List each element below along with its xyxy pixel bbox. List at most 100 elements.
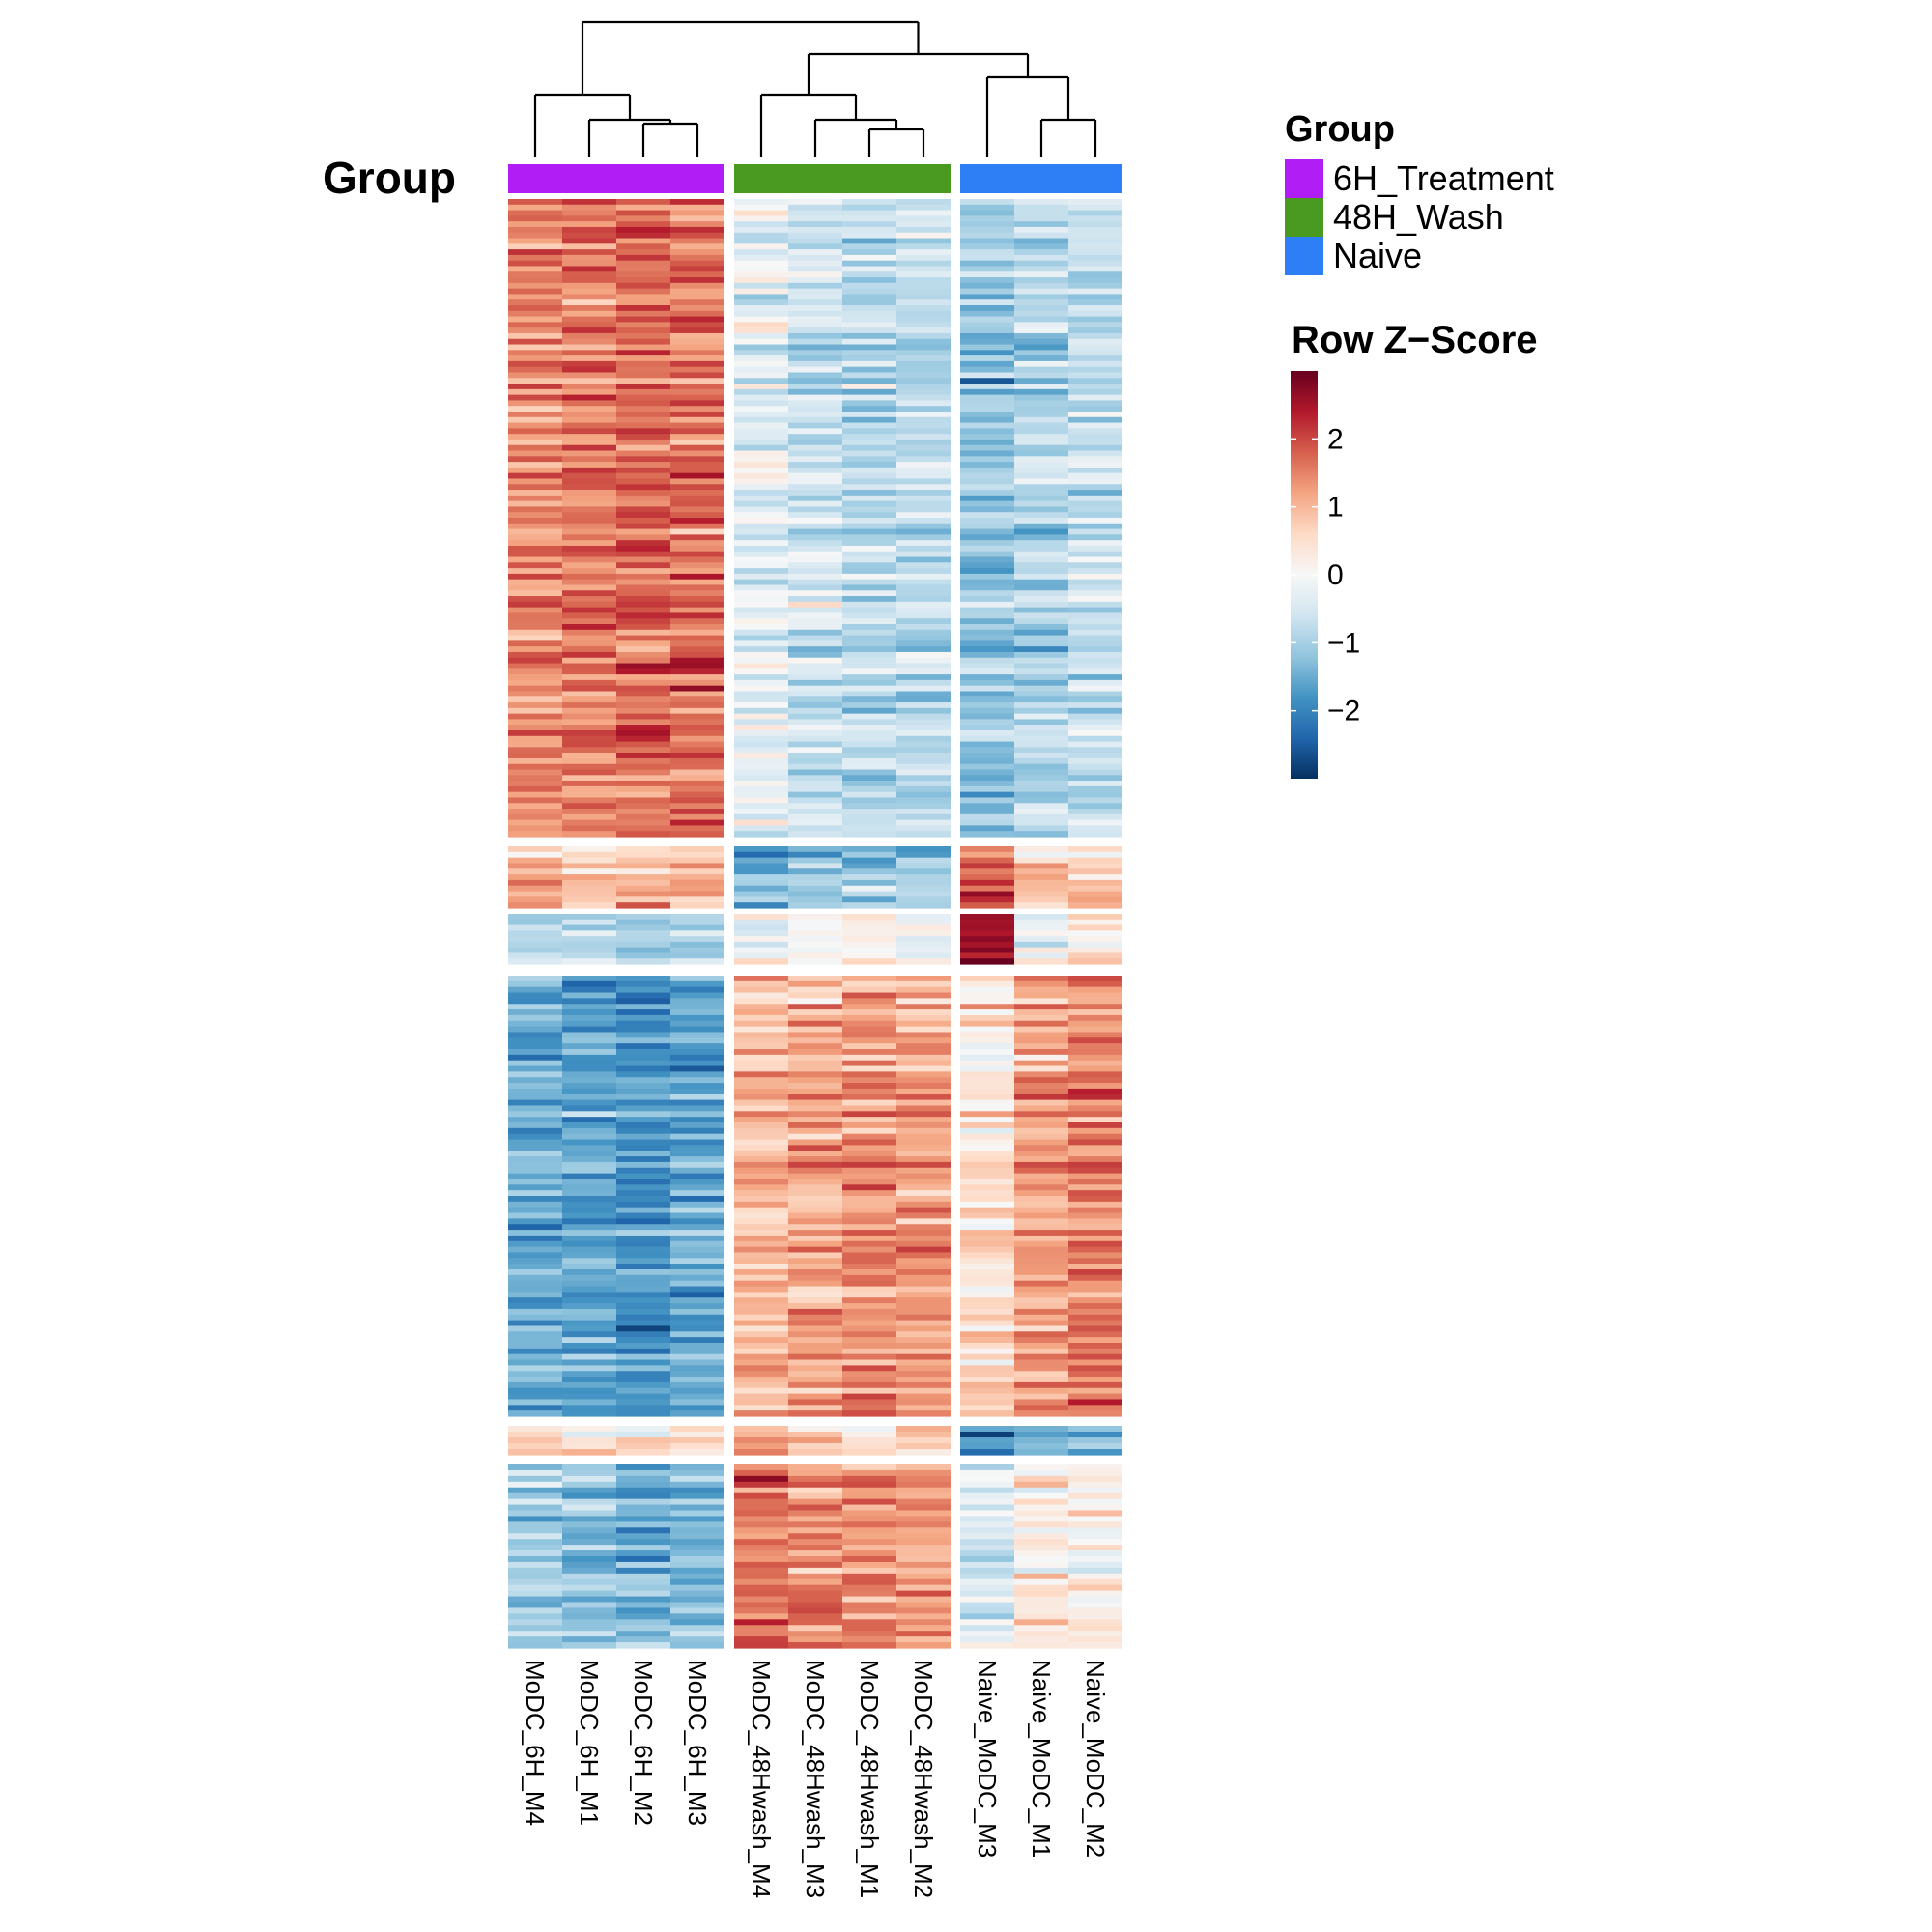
heatmap-cell <box>788 1619 842 1626</box>
heatmap-cell <box>842 344 896 351</box>
heatmap-cell <box>960 1218 1014 1225</box>
heatmap-cell <box>616 791 670 799</box>
heatmap-cell <box>562 757 616 765</box>
heatmap-cell <box>788 601 842 609</box>
heatmap-cell <box>788 1151 842 1157</box>
heatmap-cell <box>616 500 670 508</box>
heatmap-cell <box>734 813 788 821</box>
heatmap-cell <box>508 1280 562 1288</box>
heatmap-cell <box>788 1145 842 1151</box>
heatmap-cell <box>734 863 788 869</box>
heatmap-cell <box>508 1218 562 1225</box>
heatmap-cell <box>842 1020 896 1028</box>
heatmap-cell <box>788 803 842 810</box>
color-scale: Row Z−Score 210−1−2 <box>1291 319 1538 779</box>
heatmap-cell <box>896 238 951 244</box>
heatmap-cell <box>1014 663 1068 669</box>
heatmap-cell <box>734 1161 788 1169</box>
heatmap-cell <box>616 679 670 687</box>
heatmap-cell <box>960 199 1014 206</box>
heatmap-cell <box>562 534 616 541</box>
heatmap-cell <box>562 1049 616 1056</box>
heatmap-cell <box>842 1133 896 1141</box>
heatmap-cell <box>1068 1545 1122 1551</box>
heatmap-cell <box>616 941 670 949</box>
heatmap-cell <box>616 1337 670 1344</box>
heatmap-cell <box>562 422 616 429</box>
heatmap-cell <box>1068 1550 1122 1557</box>
heatmap-cell <box>960 1224 1014 1231</box>
heatmap-cell <box>1014 439 1068 446</box>
heatmap-cell <box>508 1561 562 1569</box>
column-dendrogram <box>533 20 1097 157</box>
heatmap-cell <box>960 1094 1014 1101</box>
heatmap-cell <box>562 1365 616 1372</box>
heatmap-cell <box>508 573 562 581</box>
heatmap-cell <box>896 288 951 296</box>
heatmap-cell <box>788 596 842 603</box>
heatmap-cell <box>1068 1088 1122 1095</box>
heatmap-cell <box>1068 266 1122 272</box>
heatmap-cell <box>1014 1280 1068 1288</box>
heatmap-cell <box>508 332 562 340</box>
heatmap-cell <box>896 1240 951 1248</box>
heatmap-cell <box>960 221 1014 228</box>
heatmap-cell <box>1014 685 1068 693</box>
heatmap-cell <box>842 846 896 853</box>
heatmap-cell <box>616 1230 670 1236</box>
heatmap-cell <box>508 1264 562 1270</box>
heatmap-cell <box>896 702 951 709</box>
heatmap-cell <box>616 651 670 659</box>
heatmap-cell <box>1014 1464 1068 1471</box>
heatmap-cell <box>842 1343 896 1350</box>
heatmap-cell <box>1068 685 1122 693</box>
column-label: MoDC_6H_M1 <box>575 1660 604 1826</box>
heatmap-cell <box>960 1365 1014 1372</box>
heatmap-cell <box>960 360 1014 368</box>
heatmap-cell <box>616 803 670 810</box>
heatmap-cell <box>562 1246 616 1254</box>
heatmap-cell <box>670 506 724 513</box>
heatmap-cell <box>734 803 788 810</box>
heatmap-cell <box>1014 1443 1068 1450</box>
heatmap-cell <box>842 1161 896 1169</box>
heatmap-cell <box>670 540 724 547</box>
heatmap-cell <box>1068 1269 1122 1276</box>
heatmap-cell <box>1068 1584 1122 1592</box>
heatmap-cell <box>734 1269 788 1276</box>
heatmap-cell <box>960 825 1014 832</box>
heatmap-cell <box>1068 506 1122 513</box>
heatmap-cell <box>562 958 616 965</box>
heatmap-cell <box>1014 1274 1068 1282</box>
heatmap-cell <box>1068 1004 1122 1010</box>
heatmap-cell <box>960 434 1014 440</box>
heatmap-cell <box>896 310 951 318</box>
heatmap-cell <box>842 282 896 290</box>
heatmap-cell <box>616 753 670 759</box>
heatmap-cell <box>508 1094 562 1101</box>
heatmap-cell <box>960 713 1014 721</box>
heatmap-cell <box>1014 914 1068 921</box>
heatmap-cell <box>670 618 724 625</box>
heatmap-cell <box>960 1625 1014 1632</box>
heatmap-cell <box>1014 803 1068 810</box>
heatmap-cell <box>896 444 951 452</box>
heatmap-cell <box>616 428 670 435</box>
heatmap-cell <box>1014 1539 1068 1546</box>
heatmap-cell <box>896 467 951 474</box>
heatmap-cell <box>842 730 896 737</box>
heatmap-cell <box>670 1224 724 1231</box>
heatmap-cell <box>1014 551 1068 558</box>
heatmap-cell <box>734 1636 788 1643</box>
heatmap-cell <box>1014 1303 1068 1310</box>
heatmap-cell <box>508 372 562 379</box>
heatmap-cell <box>670 355 724 362</box>
heatmap-cell <box>1068 724 1122 731</box>
heatmap-cell <box>1068 215 1122 222</box>
heatmap-cell <box>1068 992 1122 999</box>
heatmap-cell <box>842 210 896 216</box>
heatmap-cell <box>508 1320 562 1327</box>
heatmap-cell <box>508 857 562 865</box>
heatmap-cell <box>616 896 670 903</box>
heatmap-cell <box>508 885 562 893</box>
